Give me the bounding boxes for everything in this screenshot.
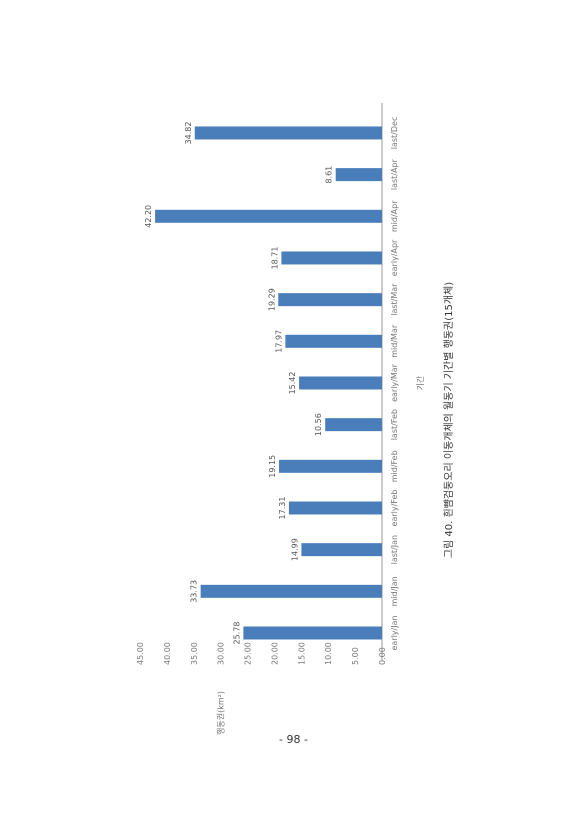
data-label: 17.31 — [278, 497, 287, 520]
category-tick-label: early/Apr — [390, 239, 399, 276]
category-tick-label: last/Dec — [390, 117, 399, 150]
category-tick-label: early/Jan — [390, 615, 399, 650]
bar — [325, 418, 382, 432]
category-tick-label: last/Apr — [390, 158, 399, 190]
bar — [155, 209, 382, 223]
bar — [281, 251, 382, 265]
data-label: 25.78 — [232, 622, 241, 645]
bar — [279, 459, 382, 473]
data-label: 19.29 — [267, 288, 276, 311]
data-label: 18.71 — [270, 247, 279, 270]
figure-caption: 그림 40. 흰뺨검둥오리 이동개체의 월동기 기간별 행동권(15개체) — [443, 282, 455, 558]
bar — [335, 168, 382, 182]
category-axis-title: 기간 — [415, 375, 425, 390]
data-label: 8.61 — [325, 166, 334, 184]
bar — [285, 334, 382, 348]
bar — [243, 626, 382, 640]
bar — [200, 584, 382, 598]
data-label: 15.42 — [288, 372, 297, 395]
value-tick-label: 20.00 — [270, 642, 279, 665]
chart-plot-area: 0.00 5.00 10.00 15.00 20.00 25.00 30.00 35.00 40… — [136, 102, 425, 735]
value-tick-label: 15.00 — [297, 642, 306, 665]
category-tick-label: last/Jan — [390, 535, 399, 564]
category-tick-label: mid/Mar — [390, 324, 399, 358]
category-tick-label: mid/Apr — [390, 200, 399, 232]
category-tick-label: early/Feb — [390, 490, 399, 527]
category-tick-label: mid/Jan — [390, 576, 399, 606]
bar — [288, 501, 382, 515]
value-tick-label: 10.00 — [324, 642, 333, 665]
data-label: 34.82 — [184, 122, 193, 145]
bar — [299, 376, 382, 390]
category-tick-label: mid/Feb — [390, 450, 399, 482]
value-tick-label: 5.00 — [351, 647, 360, 665]
value-tick-label: 25.00 — [244, 642, 253, 665]
category-tick-label: early/Mar — [390, 363, 399, 402]
data-label: 17.97 — [274, 330, 283, 353]
value-tick-label: 45.00 — [136, 642, 145, 665]
data-label: 42.20 — [144, 205, 153, 228]
value-axis-title: 행동권(km²) — [216, 691, 226, 735]
data-label: 14.99 — [290, 538, 299, 561]
page-number: - 98 - — [279, 733, 308, 746]
category-tick-label: last/Mar — [390, 283, 399, 316]
category-tick-label: last/Feb — [390, 409, 399, 440]
bar — [301, 543, 382, 557]
data-label: 10.56 — [314, 413, 323, 436]
value-tick-label: 30.00 — [217, 642, 226, 665]
value-tick-label: 35.00 — [190, 642, 199, 665]
data-label: 33.73 — [190, 580, 199, 603]
value-tick-label: 40.00 — [163, 642, 172, 665]
value-tick-label: 0.00 — [378, 647, 387, 665]
bar — [278, 293, 382, 307]
data-label: 19.15 — [268, 455, 277, 478]
bar — [194, 126, 382, 140]
